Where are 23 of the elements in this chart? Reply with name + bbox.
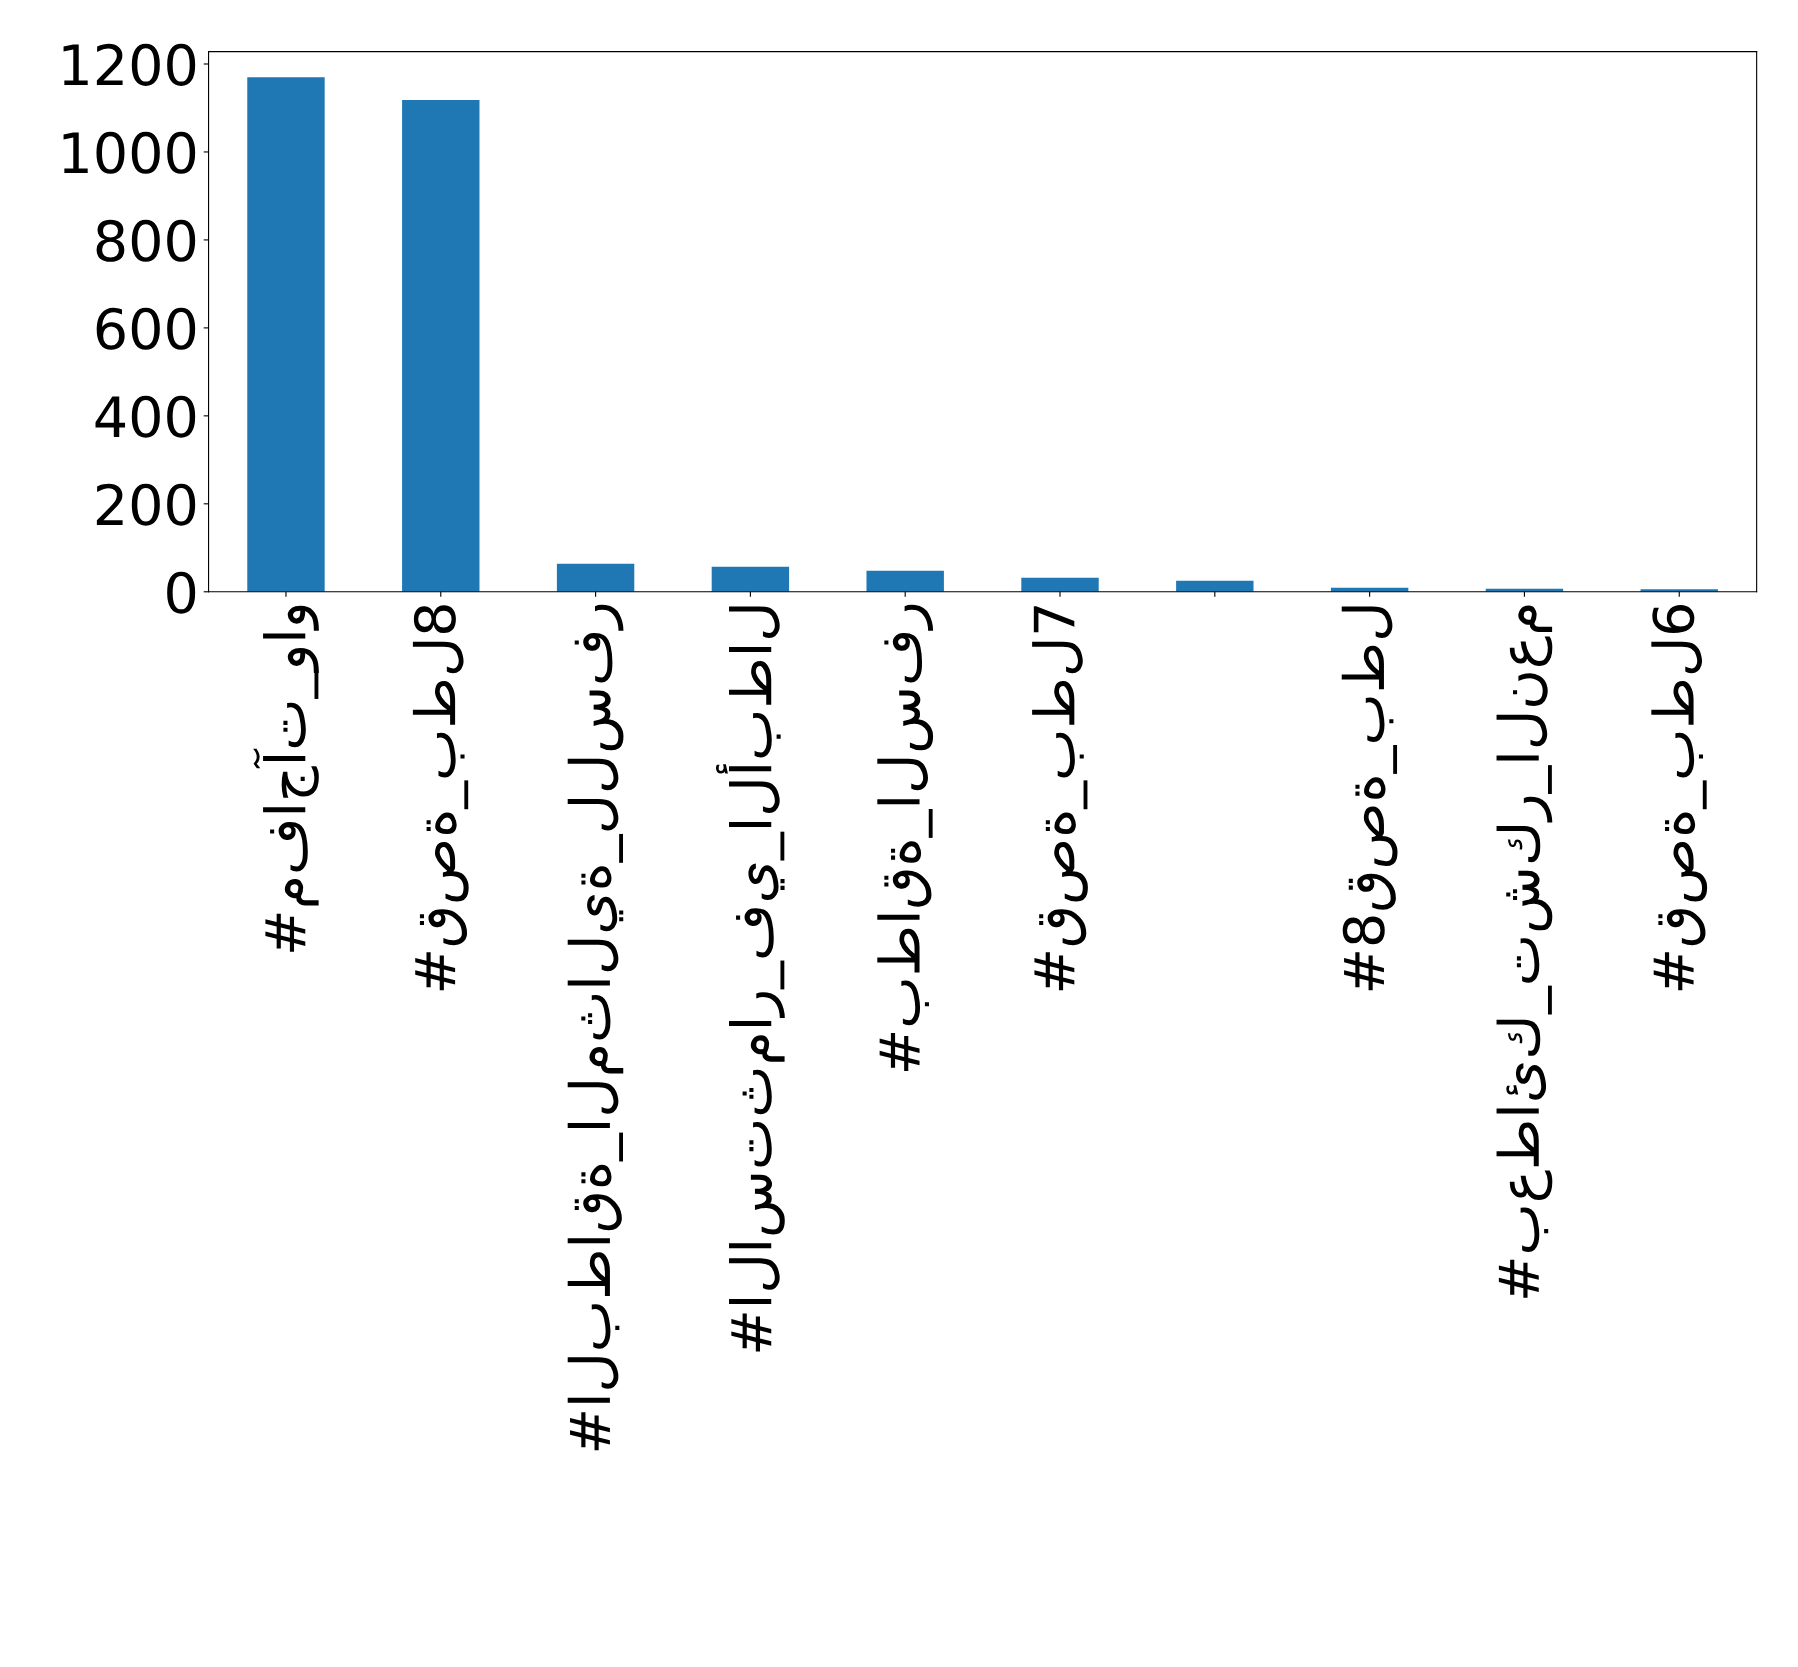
x-tick-label: #بعطائك_تشكر_النعم bbox=[1496, 605, 1553, 1298]
x-tick-label: #8قصة_بطل bbox=[1341, 606, 1398, 991]
bar bbox=[556, 563, 635, 592]
bar bbox=[1176, 580, 1254, 592]
bar bbox=[866, 570, 944, 592]
bar bbox=[1021, 577, 1099, 592]
x-tick-label: #البطاقة_المثالية_للسفر bbox=[567, 604, 624, 1451]
y-tick-label: 200 bbox=[96, 483, 196, 526]
y-tick-label: 0 bbox=[167, 571, 196, 614]
x-tick-label: #قصة_بطل6 bbox=[1651, 605, 1708, 991]
y-tick-label: 800 bbox=[96, 219, 196, 262]
bar bbox=[711, 566, 790, 592]
x-tick-label: #قصة_بطل7 bbox=[1032, 606, 1088, 991]
x-tick-label: #بطاقة_السفر bbox=[877, 604, 934, 1071]
x-tick-label: #قصة_بطل8 bbox=[412, 605, 469, 991]
bar bbox=[247, 77, 325, 592]
y-tick-label: 1000 bbox=[63, 131, 196, 174]
bar bbox=[402, 100, 480, 592]
x-tick-label: #مفاجآت_واو bbox=[253, 605, 319, 952]
x-tick-label: #الاستثمار_في_الأبطال bbox=[715, 606, 785, 1352]
y-tick-label: 600 bbox=[96, 307, 196, 350]
y-tick-label: 1200 bbox=[63, 43, 196, 86]
y-tick-label: 400 bbox=[95, 395, 196, 438]
